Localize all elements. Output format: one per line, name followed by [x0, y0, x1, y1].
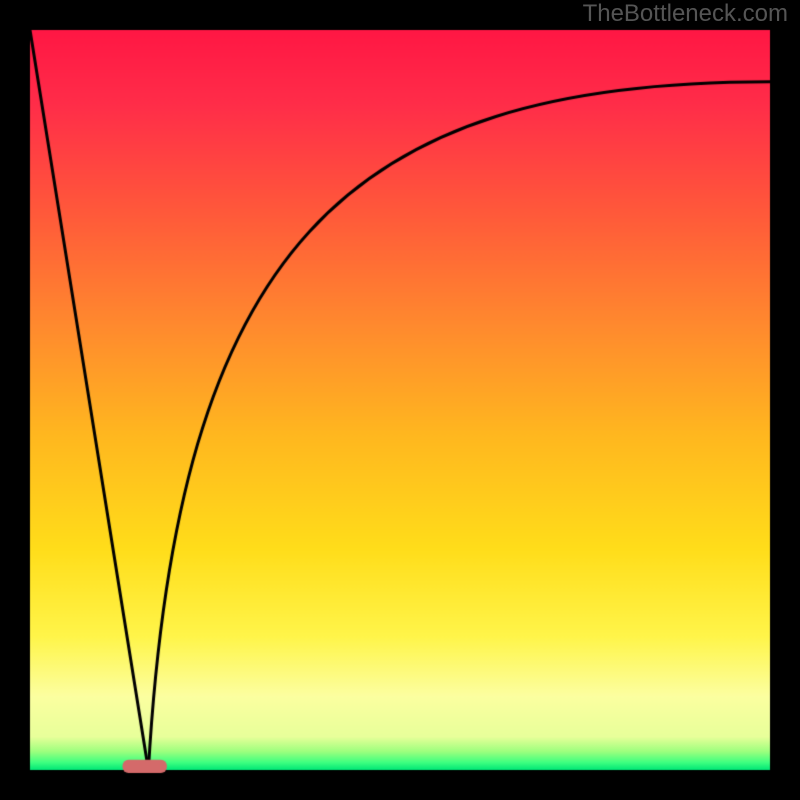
- bottleneck-chart: [0, 0, 800, 800]
- watermark-text: TheBottleneck.com: [583, 0, 794, 28]
